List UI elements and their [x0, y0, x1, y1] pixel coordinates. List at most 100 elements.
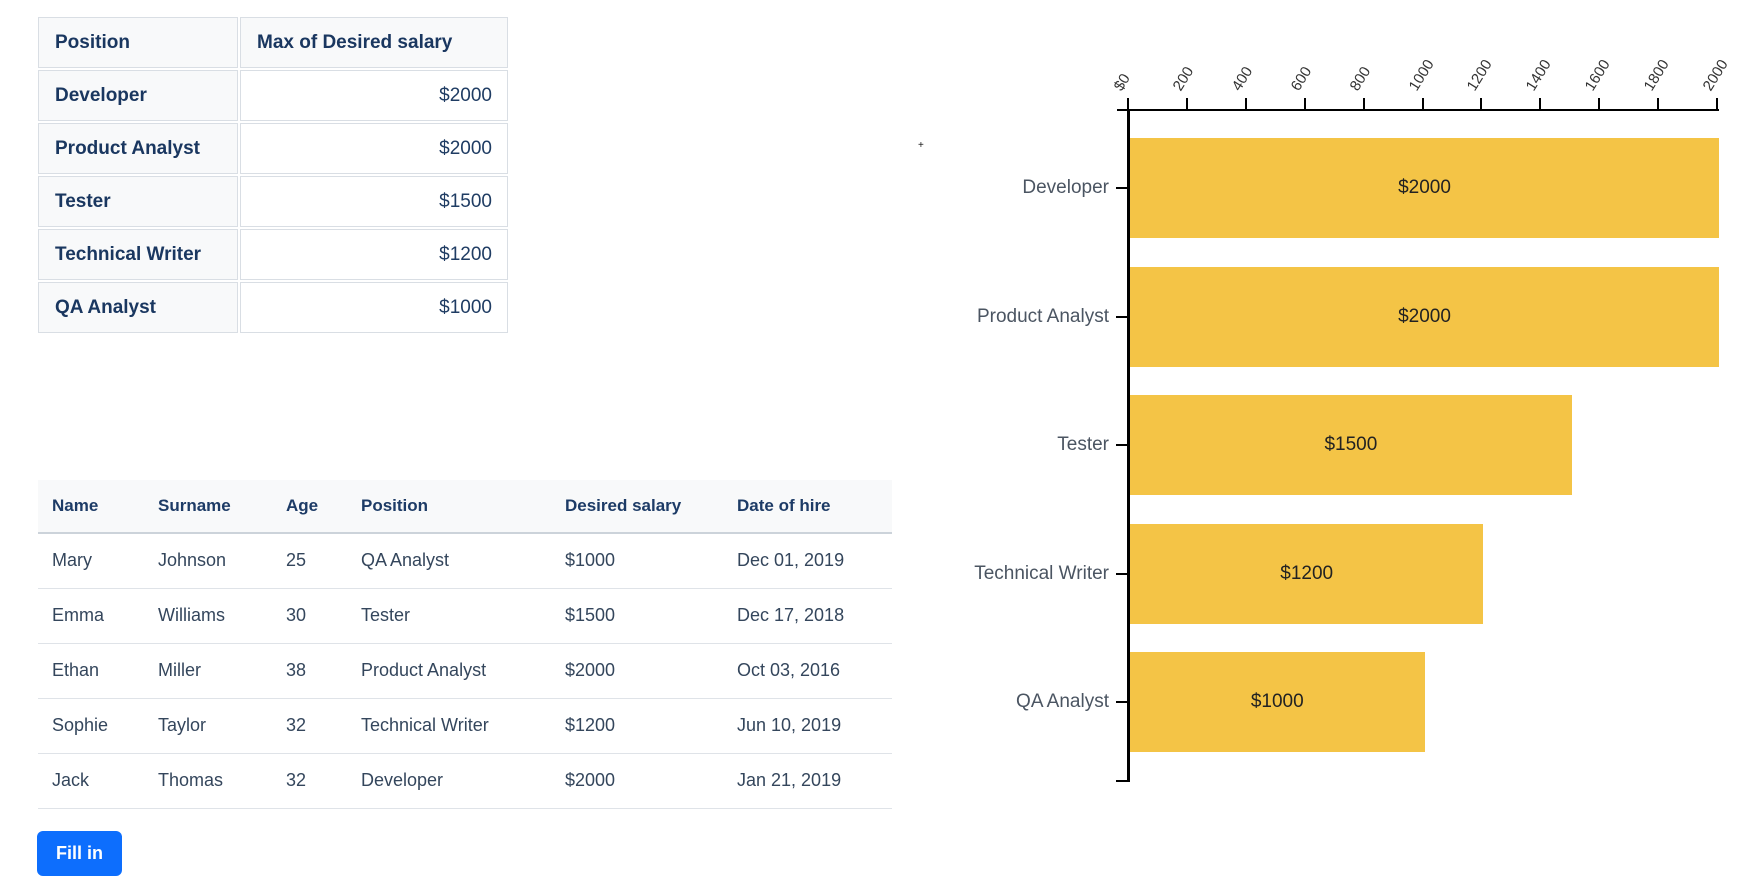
pivot-row: Tester $1500: [38, 176, 508, 227]
x-tick-label-text: 800: [1346, 63, 1374, 94]
employee-header-position: Position: [347, 480, 551, 534]
y-axis-line: [1127, 109, 1130, 782]
category-tick: [1116, 187, 1127, 189]
category-tick: [1116, 701, 1127, 704]
x-tick-label-text: 2000: [1699, 56, 1732, 94]
category-tick: [1116, 315, 1127, 318]
category-label: Technical Writer: [974, 562, 1109, 584]
x-tick: [1127, 98, 1129, 109]
category-label: Developer: [1022, 177, 1109, 198]
x-tick-label-text: 1200: [1463, 56, 1497, 94]
x-tick: [1480, 98, 1483, 109]
x-tick: [1244, 98, 1247, 109]
employee-header-surname: Surname: [144, 480, 272, 534]
cell-name: Emma: [38, 588, 144, 644]
cell-age: 38: [272, 643, 347, 699]
x-tick: [1421, 98, 1424, 109]
x-tick: [1185, 98, 1188, 109]
cell-desired-salary: $1500: [551, 588, 723, 644]
cell-date-of-hire: Jan 21, 2019: [723, 753, 892, 809]
cell-surname: Taylor: [144, 698, 272, 754]
employee-table: Name Surname Age Position Desired salary…: [38, 480, 892, 809]
cell-position: Developer: [347, 753, 551, 809]
x-tick-label-text: 1600: [1581, 56, 1614, 94]
stray-plus-mark: +: [918, 140, 924, 151]
bar: [1130, 266, 1719, 367]
category-tick: [1116, 572, 1127, 575]
y-axis-end-tick: [1116, 780, 1127, 782]
bar: [1130, 652, 1425, 753]
bar-value-label: $1000: [1250, 691, 1304, 713]
cell-name: Mary: [38, 533, 144, 589]
category-label: QA Analyst: [1016, 691, 1109, 713]
cell-age: 25: [272, 533, 347, 589]
cell-name: Sophie: [38, 698, 144, 754]
category-tick: [1116, 444, 1127, 447]
table-row: Sophie Taylor 32 Technical Writer $1200 …: [38, 698, 892, 754]
pivot-row: Product Analyst $2000: [38, 123, 508, 174]
employee-header-row: Name Surname Age Position Desired salary…: [38, 480, 892, 534]
x-axis-line: [1117, 109, 1719, 111]
pivot-salary-cell: $2000: [240, 123, 508, 174]
cell-surname: Williams: [144, 588, 272, 644]
cell-age: 32: [272, 753, 347, 809]
pivot-table: Position Max of Desired salary Developer…: [36, 15, 510, 335]
category-label: Tester: [1057, 434, 1109, 456]
x-tick-label-text: 1000: [1405, 56, 1438, 94]
bar-value-label: $2000: [1398, 177, 1451, 198]
pivot-salary-cell: $1000: [240, 282, 508, 333]
pivot-header-max-salary: Max of Desired salary: [240, 17, 508, 68]
cell-age: 32: [272, 698, 347, 754]
pivot-position-cell: QA Analyst: [38, 282, 238, 333]
cell-surname: Johnson: [144, 533, 272, 589]
x-tick: [1539, 98, 1542, 109]
cell-date-of-hire: Jun 10, 2019: [723, 698, 892, 754]
fill-in-button[interactable]: Fill in: [37, 831, 122, 876]
pivot-position-cell: Product Analyst: [38, 123, 238, 174]
x-tick-label-text: 1400: [1522, 56, 1555, 94]
pivot-header-position: Position: [38, 17, 238, 68]
table-row: Jack Thomas 32 Developer $2000 Jan 21, 2…: [38, 753, 892, 809]
employee-header-name: Name: [38, 480, 144, 534]
bar-value-label: $1200: [1280, 562, 1334, 584]
pivot-salary-cell: $1500: [240, 176, 508, 227]
pivot-header-row: Position Max of Desired salary: [38, 17, 508, 68]
bar: [1130, 523, 1484, 624]
cell-surname: Miller: [144, 643, 272, 699]
bar-value-label: $2000: [1398, 305, 1451, 327]
x-tick-label-text: 1800: [1640, 56, 1673, 94]
cell-age: 30: [272, 588, 347, 644]
pivot-position-cell: Developer: [38, 70, 238, 121]
cell-surname: Thomas: [144, 753, 272, 809]
employee-header-age: Age: [272, 480, 347, 534]
pivot-salary-cell: $1200: [240, 229, 508, 280]
cell-desired-salary: $1200: [551, 698, 723, 754]
cell-name: Jack: [38, 753, 144, 809]
cell-position: Tester: [347, 588, 551, 644]
cell-desired-salary: $2000: [551, 753, 723, 809]
cell-desired-salary: $1000: [551, 533, 723, 589]
x-tick-label-text: $0: [1110, 70, 1134, 94]
employee-header-date-of-hire: Date of hire: [723, 480, 892, 534]
cell-position: Technical Writer: [347, 698, 551, 754]
pivot-row: Technical Writer $1200: [38, 229, 508, 280]
cell-position: Product Analyst: [347, 643, 551, 699]
cell-desired-salary: $2000: [551, 643, 723, 699]
table-row: Mary Johnson 25 QA Analyst $1000 Dec 01,…: [38, 533, 892, 589]
cell-position: QA Analyst: [347, 533, 551, 589]
cell-name: Ethan: [38, 643, 144, 699]
pivot-position-cell: Tester: [38, 176, 238, 227]
x-tick: [1657, 98, 1660, 109]
x-tick: [1716, 98, 1718, 109]
category-label: Product Analyst: [976, 305, 1109, 327]
bar: [1130, 138, 1719, 238]
table-row: Emma Williams 30 Tester $1500 Dec 17, 20…: [38, 588, 892, 644]
pivot-position-cell: Technical Writer: [38, 229, 238, 280]
x-tick-label-text: 600: [1287, 63, 1315, 94]
pivot-row: QA Analyst $1000: [38, 282, 508, 333]
employee-header-desired-salary: Desired salary: [551, 480, 723, 534]
bar: [1130, 395, 1572, 496]
cell-date-of-hire: Dec 17, 2018: [723, 588, 892, 644]
